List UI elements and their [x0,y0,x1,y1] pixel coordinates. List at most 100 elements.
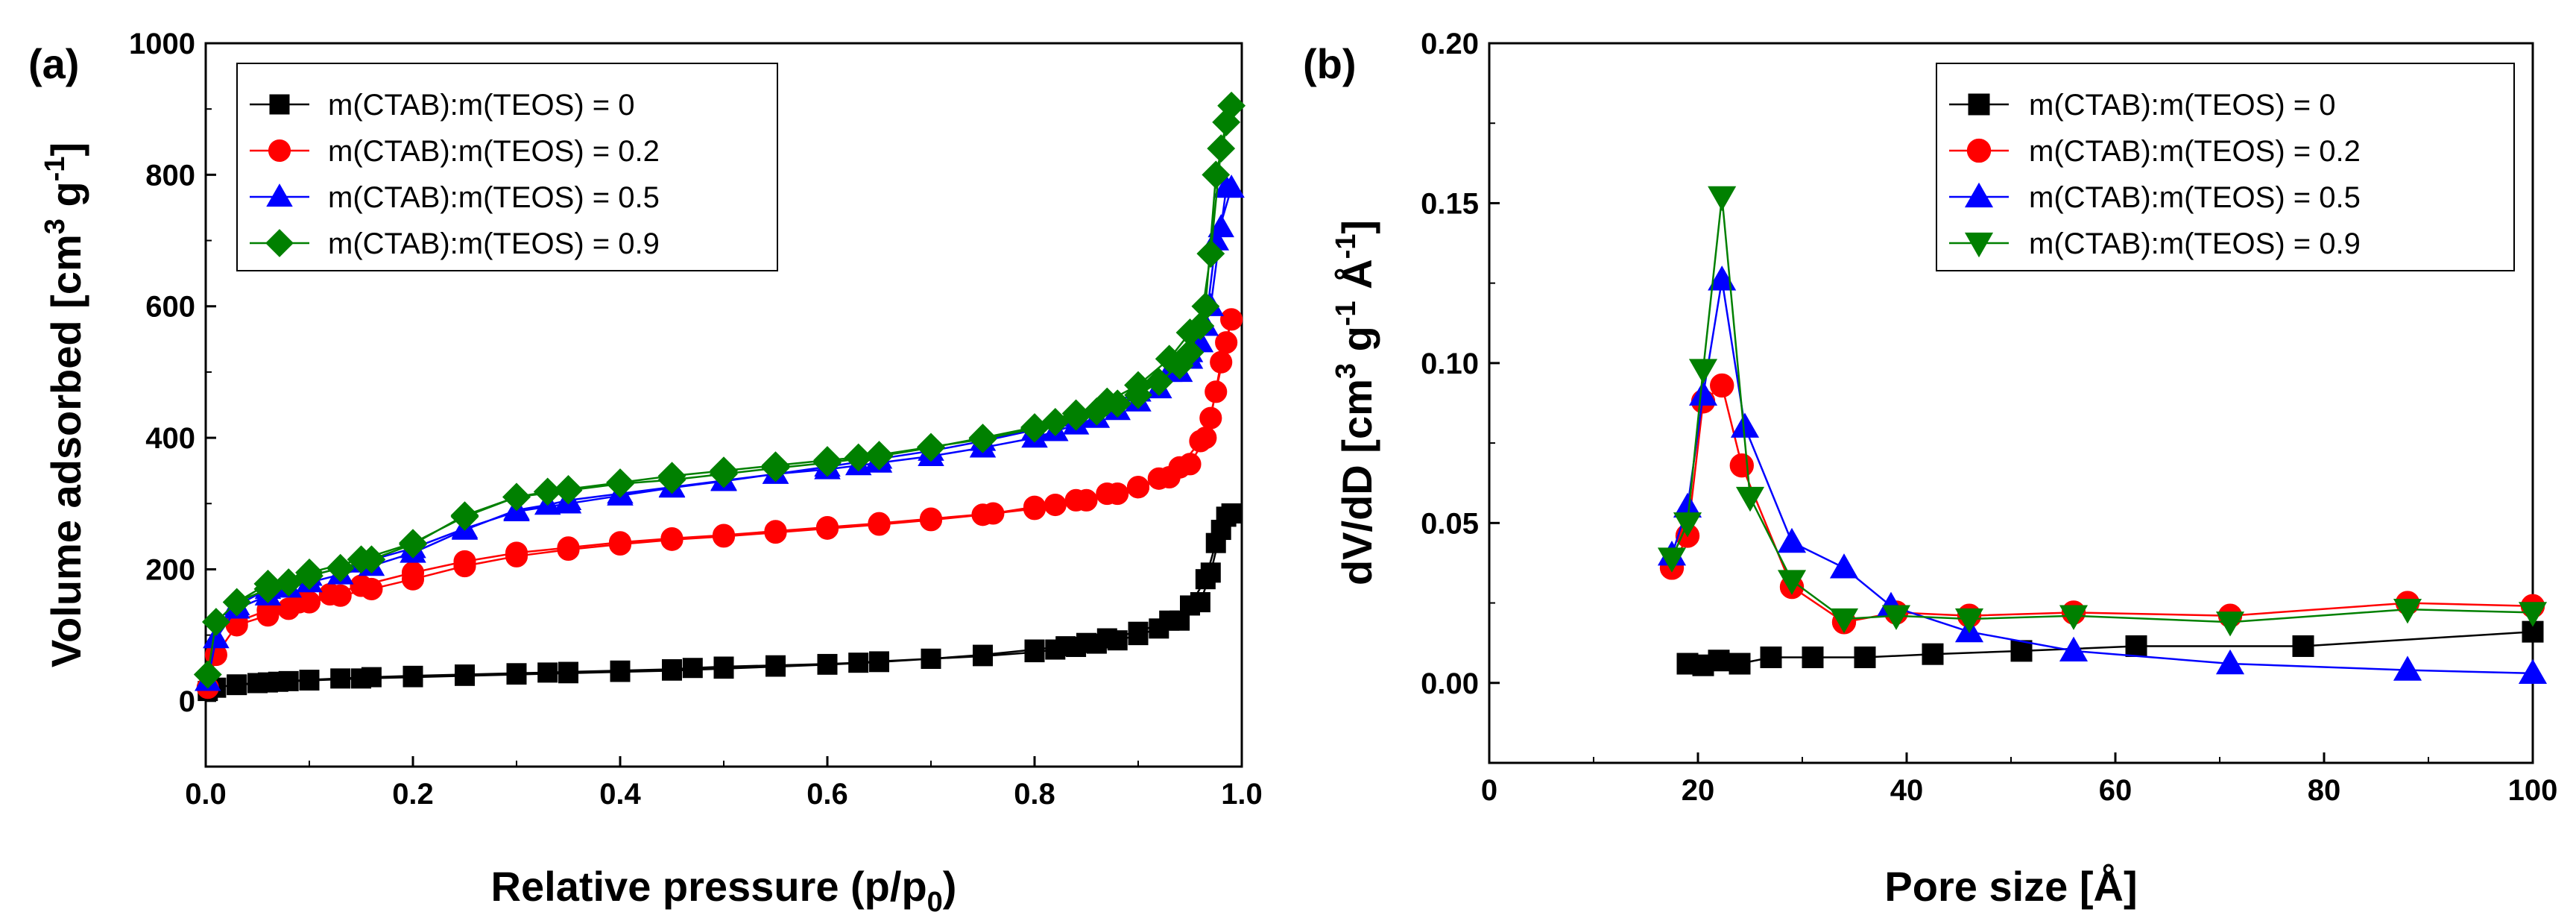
panel-b-label: (b) [1303,40,1357,87]
panel-a-legend: m(CTAB):m(TEOS) = 0 m(CTAB):m(TEOS) = 0.2… [236,63,778,271]
data-point [606,469,634,498]
data-point [865,441,894,471]
data-point [247,673,268,694]
x-tick-label: 0 [1481,774,1497,807]
data-point [326,553,355,582]
data-point [2292,635,2314,657]
legend-marker [1966,138,1992,163]
data-point [1096,628,1117,649]
data-point [1708,650,1730,672]
series-3 [1657,186,2548,637]
data-point [1202,160,1231,189]
data-point [921,648,941,669]
data-point [1954,608,1984,634]
data-point [1218,174,1245,198]
data-point [2059,605,2089,630]
series-1 [196,308,1243,699]
y-tick-label: 0 [179,685,195,718]
x-tick-label: 0.4 [599,778,641,811]
data-point [1044,493,1067,517]
x-tick-label: 60 [2099,774,2133,807]
legend-marker [1964,232,1994,258]
panel-b-y-axis-label: dV/dD [cm3 g-1 Å-1] [1330,220,1380,585]
data-point [2215,611,2245,637]
data-point [712,523,736,547]
data-point [537,662,558,683]
data-point [1199,406,1222,430]
data-point [662,660,682,681]
data-point [558,663,578,684]
data-point [1205,532,1226,553]
data-point [347,545,376,574]
data-point [2125,635,2147,657]
panel-a: (a) 0.0 0.2 0.4 0.6 0.8 1.002004006008001000 … [28,28,1263,915]
data-point [1217,91,1246,120]
data-point [1064,488,1087,512]
data-point [2518,658,2548,685]
panel-a-y-axis-label: Volume adsorbed [cm3 g-1] [40,142,89,667]
data-point [1210,350,1233,374]
legend-marker [1968,93,1990,116]
panel-b-series [1657,186,2548,685]
data-point [193,660,222,689]
y-tick-label: 400 [145,422,195,455]
legend-marker [265,229,294,257]
series-1 [1659,373,2545,635]
data-point [848,653,869,673]
data-point [1657,547,1687,573]
series-3 [193,91,1246,689]
panel-b-legend-box [1936,63,2515,271]
data-point [1155,345,1184,374]
data-point [1688,380,1718,406]
data-point [1802,646,1824,668]
data-point [869,652,889,673]
x-tick-label: 0.0 [185,778,227,811]
data-point [815,515,839,539]
data-point [1777,527,1807,553]
data-point [660,526,684,550]
x-tick-label: 0.2 [392,778,434,811]
data-point [1195,569,1216,590]
data-point [1220,308,1243,331]
data-point [222,588,251,617]
y-tick-label: 0.20 [1421,28,1479,60]
data-point [813,448,842,477]
data-point [268,671,288,692]
data-point [227,675,247,696]
data-point [682,658,703,679]
series-2 [1657,265,2548,685]
data-point [1854,646,1876,668]
data-point [1196,239,1225,268]
data-point [1175,318,1205,347]
panel-b-legend: m(CTAB):m(TEOS) = 0 m(CTAB):m(TEOS) = 0.2… [1936,63,2515,271]
legend-label: m(CTAB):m(TEOS) = 0.2 [2029,135,2361,168]
data-point [455,665,475,686]
data-point [502,482,531,512]
x-tick-label: 0.6 [806,778,848,811]
legend-marker [269,94,290,115]
data-point [2215,649,2245,675]
y-tick-label: 0.00 [1421,667,1479,700]
y-tick-label: 600 [145,291,195,324]
series-0 [198,503,1242,702]
data-point [1023,495,1046,518]
data-point [1922,643,1944,665]
data-point [1093,387,1122,416]
panel-a-legend-box [236,63,778,271]
x-tick-label: 1.0 [1221,778,1263,811]
data-point [1708,186,1737,212]
data-point [1205,380,1228,403]
x-tick-label: 80 [2308,774,2341,807]
data-point [1178,453,1202,476]
data-point [505,541,528,565]
data-point [350,574,373,597]
data-point [557,536,580,559]
legend-marker [268,139,291,163]
legend-label: m(CTAB):m(TEOS) = 0.5 [2029,181,2361,214]
y-tick-label: 0.05 [1421,507,1479,540]
data-point [1191,292,1220,321]
panel-a-ticks: 0.0 0.2 0.4 0.6 0.8 1.0 0 200 400 600 800 1000 [129,28,1263,811]
data-point [1829,553,1859,579]
data-point [2518,602,2548,627]
data-point [1128,621,1149,642]
